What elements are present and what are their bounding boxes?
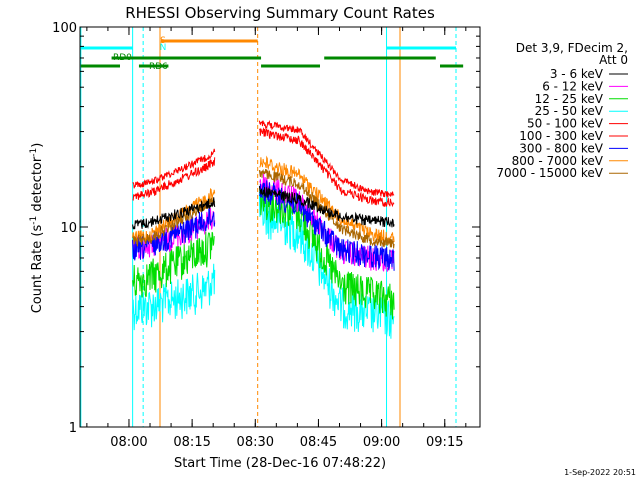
flag-label-3: RD6 [149,62,168,72]
series-line-1-seg-0 [132,207,216,259]
series-line-8-seg-1 [258,169,395,249]
y-axis-label-end: ) [30,143,45,148]
legend-header-line1: Det 3,9, FDecim 2, [516,41,628,55]
legend-label-8: 7000 - 15000 keV [496,166,603,180]
flag-label-0: S [160,36,166,46]
chart-title: RHESSI Observing Summary Count Rates [125,4,435,22]
x-tick-label-1: 08:15 [173,435,210,450]
footer-timestamp: 1-Sep-2022 20:51 [564,468,636,477]
legend-header-line2: Att 0 [599,53,628,67]
y-tick-label-1: 10 [60,221,77,236]
y-tick-label-0: 1 [69,421,77,436]
series-line-2-seg-0 [132,231,215,298]
x-tick-label-4: 09:00 [363,435,400,450]
legend-label-5: 100 - 300 keV [519,129,603,143]
x-axis-label: Start Time (28-Dec-16 07:48:22) [174,456,386,471]
y-axis-label-main: Count Rate (s [30,225,45,314]
legend-label-1: 6 - 12 keV [542,79,604,93]
flag-label-1: N [160,43,167,53]
legend-label-2: 12 - 25 keV [535,92,604,106]
x-tick-label-2: 08:30 [237,435,274,450]
legend-label-3: 25 - 50 keV [535,104,604,118]
series-line-0-seg-1 [258,186,395,228]
series-line-7-seg-1 [259,155,395,245]
series-line-8-seg-0 [132,197,216,247]
flag-label-2: RD0 [113,53,132,63]
legend-label-6: 300 - 800 keV [519,141,603,155]
series-line-3-seg-0 [132,263,216,331]
legend-label-7: 800 - 7000 keV [512,154,604,168]
series-line-5-seg-1 [258,127,395,208]
x-tick-label-0: 08:00 [110,435,147,450]
x-tick-label-5: 09:15 [426,435,463,450]
series-line-4-seg-1 [258,120,395,198]
plot-layer: SN RD0 RD6 [80,27,464,427]
series-line-4-seg-0 [132,148,216,189]
legend-label-4: 50 - 100 keV [527,117,604,131]
y-axis-label-mid: detector [30,156,45,216]
series-line-6-seg-0 [132,207,216,261]
y-axis-label: Count Rate (s-1 detector-1) [29,143,45,314]
axis-layer: 1 10 100 08:00 08:15 08:30 08:45 09:00 09:15 [52,21,480,450]
y-axis-label-sup1: -1 [29,216,39,225]
y-tick-label-2: 100 [52,21,77,36]
y-axis-label-sup2: -1 [29,148,39,157]
series-line-0-seg-0 [132,197,216,230]
plot-frame [79,26,481,428]
series-line-5-seg-0 [132,157,216,201]
x-tick-label-3: 08:45 [300,435,337,450]
legend-label-0: 3 - 6 keV [550,67,604,81]
